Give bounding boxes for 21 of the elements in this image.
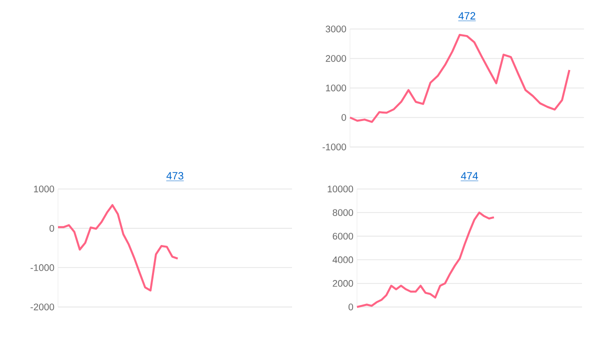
chart-title: 474 <box>460 172 478 180</box>
y-tick-label: 1000 <box>326 84 346 92</box>
chart-title: 472 <box>458 12 476 20</box>
y-tick-label: -1000 <box>322 144 346 150</box>
y-tick-label: 0 <box>50 224 54 232</box>
line-series <box>356 212 495 308</box>
chart-title: 473 <box>166 172 184 180</box>
y-tick-label: 0 <box>348 304 354 310</box>
y-tick-label: 3000 <box>326 26 346 32</box>
y-tick-label: -1000 <box>30 264 54 272</box>
y-tick-label: 1000 <box>34 186 54 192</box>
y-tick-label: 8000 <box>332 209 354 216</box>
y-tick-label: 2000 <box>326 55 346 62</box>
y-tick-label: 4000 <box>332 256 354 264</box>
y-tick-label: 6000 <box>332 232 354 240</box>
y-tick-label: 2000 <box>332 280 354 287</box>
y-tick-label: 10000 <box>328 186 354 192</box>
y-tick-label: 0 <box>342 114 346 121</box>
line-series <box>349 34 570 123</box>
line-series <box>57 204 179 292</box>
y-tick-label: -2000 <box>30 304 54 310</box>
